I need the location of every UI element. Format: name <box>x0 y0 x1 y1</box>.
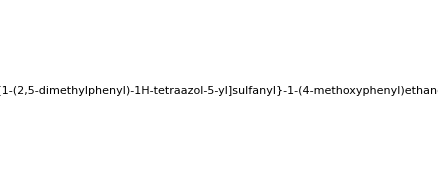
Text: 2-{[1-(2,5-dimethylphenyl)-1H-tetraazol-5-yl]sulfanyl}-1-(4-methoxyphenyl)ethano: 2-{[1-(2,5-dimethylphenyl)-1H-tetraazol-… <box>0 87 438 96</box>
